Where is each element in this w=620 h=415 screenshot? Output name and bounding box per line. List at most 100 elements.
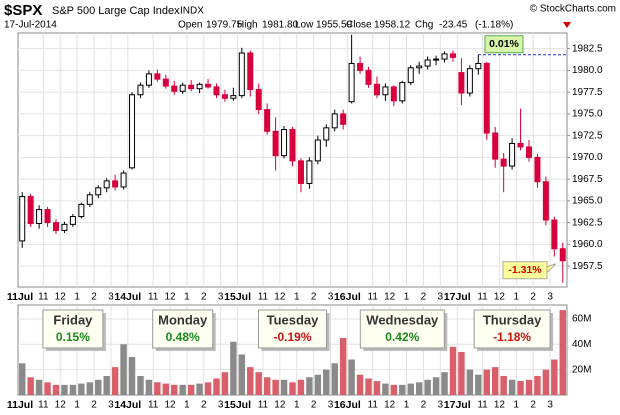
x-tick-label: 1 — [404, 292, 410, 303]
x-tick-label: 1 — [404, 400, 410, 411]
y-tick-label: 1960.0 — [572, 239, 603, 250]
x-tick-label: 12 — [164, 400, 176, 411]
x-tick-label: 11 — [148, 292, 159, 303]
x-tick-label: 11 — [38, 292, 49, 303]
candle-body — [289, 129, 296, 162]
x-tick-label: 3 — [108, 400, 114, 411]
candle-body — [297, 160, 304, 184]
x-tick-label: 11 — [38, 400, 49, 411]
volume-bar — [19, 363, 26, 395]
volume-bar — [542, 369, 550, 395]
x-tick-label: 12 — [384, 400, 396, 411]
x-tick-label: 3 — [547, 400, 553, 411]
y-tick-label: 1977.5 — [572, 87, 603, 98]
volume-bar — [128, 356, 136, 395]
volume-bar — [255, 372, 262, 395]
x-tick-label: 3 — [438, 400, 444, 411]
x-tick-label: 11 — [368, 400, 379, 411]
volume-bar — [196, 383, 203, 395]
candle-body — [559, 248, 566, 262]
candle-body — [162, 78, 169, 87]
y-tick-label: 1962.5 — [572, 217, 603, 228]
candle-body — [475, 62, 482, 70]
x-tick-label: 2 — [530, 400, 536, 411]
volume-bar — [356, 374, 364, 395]
candle-body — [314, 139, 321, 162]
volume-bar — [44, 382, 51, 395]
candle-body — [69, 216, 76, 225]
volume-bar — [69, 384, 77, 395]
x-tick-label: 1 — [74, 292, 80, 303]
y-tick-label: 1982.5 — [572, 43, 603, 54]
volume-bar — [162, 383, 170, 395]
date: 17-Jul-2014 — [4, 20, 57, 31]
candle-body — [542, 181, 549, 221]
candle-body — [129, 94, 136, 169]
volume-bar — [500, 375, 507, 395]
day-change: 0.42% — [385, 330, 419, 344]
x-tick-label: 1 — [74, 400, 80, 411]
volume-bar — [348, 359, 355, 395]
candle-body — [264, 109, 271, 132]
x-tick-label: 2 — [91, 400, 97, 411]
x-tick-label: 11Jul — [7, 291, 33, 303]
candle-body — [154, 73, 161, 80]
candle-body — [255, 89, 262, 111]
stat-label: Chg — [415, 20, 433, 31]
x-tick-label: 2 — [311, 292, 317, 303]
volume-bar — [263, 377, 271, 395]
x-tick-label: 1 — [294, 292, 300, 303]
y-tick-label: 1957.5 — [572, 261, 603, 272]
day-change: -1.18% — [493, 330, 531, 344]
day-change: 0.15% — [56, 330, 90, 344]
x-tick-label: 2 — [201, 292, 207, 303]
day-name: Tuesday — [267, 312, 320, 327]
volume-bar — [314, 374, 322, 395]
source: © StockCharts.com — [530, 4, 616, 15]
x-tick-label: 2 — [530, 292, 536, 303]
x-tick-label: 15Jul — [224, 291, 251, 303]
x-tick-label: 11 — [368, 292, 379, 303]
x-tick-label: 16Jul — [334, 291, 361, 303]
volume-bar — [466, 369, 474, 395]
volume-bar — [373, 381, 381, 395]
volume-tick-label: 20M — [572, 364, 591, 375]
volume-bar — [27, 377, 34, 395]
volume-bar — [213, 378, 220, 395]
candle-body — [449, 53, 456, 58]
x-tick-label: 1 — [514, 400, 520, 411]
volume-bar — [230, 341, 237, 395]
volume-bar — [449, 346, 457, 395]
volume-bar — [339, 337, 347, 395]
day-box — [152, 309, 214, 349]
annotation-box — [484, 35, 524, 54]
volume-bar — [483, 369, 490, 395]
candle-body — [221, 94, 228, 99]
x-tick-label: 11Jul — [7, 399, 33, 411]
volume-bar — [517, 381, 524, 395]
volume-bar — [120, 344, 127, 395]
candle-body — [213, 86, 220, 96]
volume-bar — [365, 378, 372, 395]
candle-body — [86, 194, 93, 205]
volume-bar — [61, 384, 68, 395]
candle-body — [272, 130, 279, 157]
volume-tick-label: 60M — [572, 314, 591, 325]
stat-label: Open — [178, 20, 202, 31]
x-tick-label: 17Jul — [444, 399, 471, 411]
x-tick-label: 3 — [328, 400, 334, 411]
x-tick-label: 11 — [148, 400, 159, 411]
candle-body — [407, 67, 414, 84]
index-name: S&P 500 Large Cap Index — [52, 5, 180, 17]
x-tick-label: 1 — [294, 400, 300, 411]
x-tick-label: 14Jul — [114, 291, 141, 303]
candle-body — [281, 129, 288, 157]
x-tick-label: 3 — [547, 292, 553, 303]
candle-body — [331, 113, 338, 129]
volume-bar — [407, 383, 414, 395]
candle-body — [424, 59, 431, 67]
candle-body — [179, 84, 186, 92]
x-tick-label: 1 — [184, 400, 190, 411]
